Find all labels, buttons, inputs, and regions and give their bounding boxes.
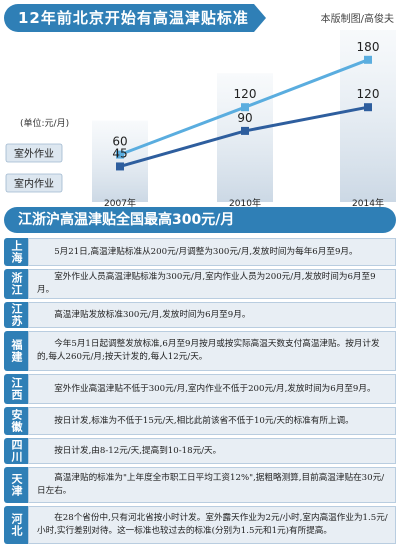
region-name: 江苏 — [10, 303, 23, 327]
region-row: 江苏 高温津贴发放标准300元/月,发放时间为6月至9月。 — [4, 302, 396, 328]
data-label: 90 — [237, 111, 252, 125]
region-text: 高温津贴的标准为"上年度全市职工日平均工资12%",据粗略测算,目前高温津贴在3… — [28, 467, 396, 503]
region-name: 浙江 — [10, 272, 23, 296]
region-name: 河北 — [10, 513, 23, 537]
region-description: 高温津贴的标准为"上年度全市职工日平均工资12%",据粗略测算,目前高温津贴在3… — [37, 473, 385, 496]
region-tag: 江西 — [4, 374, 28, 404]
unit-label: (单位:元/月) — [20, 117, 69, 129]
region-row: 四川 按日计发,由8-12元/天,提高到10-18元/天。 — [4, 438, 396, 464]
legend-label: 室外作业 — [14, 147, 54, 160]
data-point — [364, 103, 372, 112]
region-tag: 安徽 — [4, 407, 28, 435]
region-name: 天津 — [10, 473, 23, 497]
region-name: 上海 — [10, 240, 23, 264]
legend-box — [5, 173, 63, 193]
x-tick-label: 2014年 — [352, 197, 384, 208]
data-label: 180 — [357, 40, 380, 54]
data-point — [364, 55, 372, 64]
region-text: 按日计发,标准为不低于15元/天,相比此前该省不低于10元/天的标准有所上调。 — [28, 407, 396, 435]
region-tag: 上海 — [4, 238, 28, 266]
region-text: 按日计发,由8-12元/天,提高到10-18元/天。 — [28, 438, 396, 464]
data-label: 120 — [234, 87, 257, 101]
section2-banner: 江浙沪高温津贴全国最高300元/月 — [4, 207, 396, 233]
line-chart: 60 120 180 45 90 120 2007年 2010年 2014年 (单位:元/月)… — [5, 30, 396, 208]
region-description: 高温津贴发放标准300元/月,发放时间为6月至9月。 — [54, 309, 251, 320]
title-banner: 12年前北京开始有高温津贴标准 — [4, 4, 254, 32]
data-label: 60 — [112, 135, 127, 149]
data-point — [116, 150, 124, 159]
region-tag: 四川 — [4, 438, 28, 464]
data-label: 45 — [112, 146, 127, 160]
region-tag: 福建 — [4, 331, 28, 371]
data-point — [241, 103, 249, 112]
region-text: 室外作业高温津贴不低于300元/月,室内作业不低于200元/月,发放时间为6月至… — [28, 374, 396, 404]
region-description: 室外作业人员高温津贴标准为300元/月,室内作业人员为200元/月,发放时间为6… — [37, 272, 376, 295]
region-tag: 天津 — [4, 467, 28, 503]
region-text: 高温津贴发放标准300元/月,发放时间为6月至9月。 — [28, 302, 396, 328]
data-label: 120 — [357, 87, 380, 101]
region-text: 在28个省份中,只有河北省按小时计发。室外露天作业为2元/小时,室内高温作业为1… — [28, 506, 396, 544]
region-text: 室外作业人员高温津贴标准为300元/月,室内作业人员为200元/月,发放时间为6… — [28, 269, 396, 299]
page-title: 12年前北京开始有高温津贴标准 — [18, 9, 249, 27]
region-name: 安徽 — [10, 409, 23, 433]
section2-title: 江浙沪高温津贴全国最高300元/月 — [18, 212, 235, 228]
region-row: 浙江 室外作业人员高温津贴标准为300元/月,室内作业人员为200元/月,发放时间… — [4, 269, 396, 299]
region-list: 上海 5月21日,高温津贴标准从200元/月调整为300元/月,发放时间为每年6月… — [4, 238, 396, 547]
region-description: 5月21日,高温津贴标准从200元/月调整为300元/月,发放时间为每年6月至9… — [54, 246, 358, 257]
region-tag: 浙江 — [4, 269, 28, 299]
x-tick-label: 2010年 — [229, 197, 261, 208]
region-row: 福建 今年5月1日起调整发放标准,6月至9月按月或按实际高温天数支付高温津贴。按月… — [4, 331, 396, 371]
region-row: 上海 5月21日,高温津贴标准从200元/月调整为300元/月,发放时间为每年6月… — [4, 238, 396, 266]
region-description: 室外作业高温津贴不低于300元/月,室内作业不低于200元/月,发放时间为6月至… — [54, 383, 376, 394]
region-name: 福建 — [10, 339, 23, 363]
x-tick-label: 2007年 — [104, 197, 136, 208]
region-row: 天津 高温津贴的标准为"上年度全市职工日平均工资12%",据粗略测算,目前高温津贴… — [4, 467, 396, 503]
region-text: 5月21日,高温津贴标准从200元/月调整为300元/月,发放时间为每年6月至9… — [28, 238, 396, 266]
region-row: 安徽 按日计发,标准为不低于15元/天,相比此前该省不低于10元/天的标准有所上调… — [4, 407, 396, 435]
region-name: 四川 — [10, 439, 23, 463]
region-text: 今年5月1日起调整发放标准,6月至9月按月或按实际高温天数支付高温津贴。按月计发… — [28, 331, 396, 371]
data-point — [241, 126, 249, 135]
title-banner-tail — [254, 4, 266, 32]
region-description: 在28个省份中,只有河北省按小时计发。室外露天作业为2元/小时,室内高温作业为1… — [37, 513, 388, 536]
credit: 本版制图/高俊夫 — [320, 14, 394, 25]
region-row: 江西 室外作业高温津贴不低于300元/月,室内作业不低于200元/月,发放时间为6… — [4, 374, 396, 404]
region-description: 按日计发,由8-12元/天,提高到10-18元/天。 — [54, 445, 222, 456]
region-description: 今年5月1日起调整发放标准,6月至9月按月或按实际高温天数支付高温津贴。按月计发… — [37, 339, 380, 362]
legend-box — [5, 143, 63, 163]
data-point — [116, 162, 124, 171]
region-description: 按日计发,标准为不低于15元/天,相比此前该省不低于10元/天的标准有所上调。 — [54, 415, 354, 426]
region-tag: 江苏 — [4, 302, 28, 328]
region-tag: 河北 — [4, 506, 28, 544]
legend-label: 室内作业 — [14, 177, 54, 190]
region-row: 河北 在28个省份中,只有河北省按小时计发。室外露天作业为2元/小时,室内高温作业… — [4, 506, 396, 544]
region-name: 江西 — [10, 377, 23, 401]
